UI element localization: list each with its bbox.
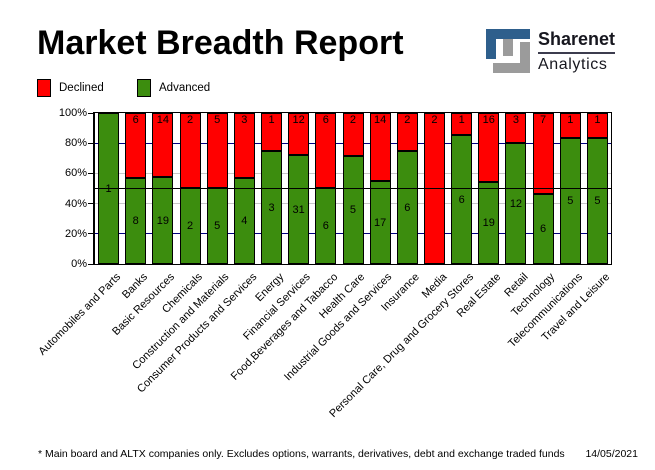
advanced-count-label: 3 [268, 201, 275, 214]
declined-count-label: 14 [374, 114, 387, 126]
bar-segment-declined [369, 113, 391, 181]
bar-segment-declined [315, 113, 337, 188]
legend-item-advanced: Advanced [137, 79, 210, 97]
declined-count-label: 1 [458, 114, 465, 126]
advanced-count-label: 6 [322, 220, 329, 232]
y-tick-mark [88, 142, 93, 144]
declined-count-label: 7 [540, 114, 547, 126]
advanced-count-label: 6 [540, 223, 547, 235]
y-tick-label: 60% [64, 167, 87, 180]
page-title: Market Breadth Report [37, 24, 404, 62]
declined-count-label: 1 [567, 114, 574, 126]
bar-segment-advanced [233, 178, 255, 264]
legend-label-declined: Declined [59, 82, 104, 94]
bar-segment-advanced [586, 138, 608, 264]
y-tick-label: 40% [64, 197, 87, 210]
y-tick-label: 20% [64, 227, 87, 240]
bar-segment-advanced [342, 156, 364, 264]
y-tick-label: 80% [64, 137, 87, 150]
plot-area: 1 8 6 19 14 2 2 5 5 4 3 3 1 31 12 6 6 5 2 17 14 6 2 2 6 1 19 16 12 3 6… [93, 112, 612, 265]
bar-segment-declined [125, 113, 147, 178]
bar-segment-declined [206, 113, 228, 188]
bar-segment-advanced [152, 177, 174, 264]
declined-count-label: 2 [431, 114, 438, 126]
y-tick-mark [88, 172, 93, 174]
advanced-count-label: 17 [374, 216, 387, 229]
declined-count-label: 1 [268, 114, 275, 126]
bar-segment-advanced [261, 151, 283, 264]
bar-segment-declined [586, 113, 608, 138]
bar-segment-declined [261, 113, 283, 151]
bar-segment-declined [478, 113, 500, 182]
declined-count-label: 16 [482, 114, 495, 126]
legend-item-declined: Declined [37, 79, 104, 97]
bar-segment-advanced [288, 155, 310, 264]
y-tick-mark [88, 112, 93, 114]
report-date: 14/05/2021 [585, 448, 638, 460]
declined-count-label: 6 [132, 114, 139, 126]
declined-count-label: 2 [186, 114, 194, 126]
advanced-count-label: 2 [186, 220, 194, 232]
declined-count-label: 2 [349, 114, 357, 126]
bar-segment-declined [288, 113, 310, 155]
advanced-count-label: 6 [404, 201, 411, 214]
bar-segment-declined [559, 113, 581, 138]
bar-segment-advanced [505, 143, 527, 264]
logo-tagline: Analytics [538, 56, 608, 73]
bar-segment-declined [451, 113, 473, 135]
bar-segment-advanced [559, 138, 581, 264]
bar-segment-advanced [532, 194, 554, 264]
logo-text: Sharenet Analytics [538, 29, 616, 74]
advanced-count-label: 8 [132, 215, 139, 227]
declined-count-label: 1 [594, 114, 601, 126]
advanced-count-label: 12 [509, 197, 523, 210]
fifty-percent-line [95, 188, 611, 189]
bar-segment-declined [396, 113, 418, 151]
y-tick-mark [88, 203, 93, 205]
advanced-count-label: 5 [594, 195, 601, 207]
y-tick-label: 100% [58, 107, 87, 119]
sharenet-logo: Sharenet Analytics [486, 29, 616, 74]
declined-count-label: 5 [214, 114, 221, 126]
bar-segment-declined [152, 113, 174, 177]
legend-label-advanced: Advanced [159, 82, 211, 94]
bar-segment-advanced [125, 178, 147, 264]
bar-segment-declined [342, 113, 364, 156]
category-label: Automobiles and Parts [36, 271, 124, 358]
advanced-count-label: 31 [292, 203, 305, 216]
advanced-count-label: 1 [105, 182, 112, 195]
y-tick-mark [88, 263, 93, 265]
advanced-count-label: 4 [241, 215, 248, 227]
bar-segment-declined [179, 113, 201, 188]
advanced-swatch [137, 79, 151, 97]
declined-swatch [37, 79, 51, 97]
declined-count-label: 2 [404, 114, 411, 126]
declined-count-label: 14 [156, 114, 170, 126]
declined-count-label: 12 [292, 114, 305, 126]
advanced-count-label: 5 [567, 195, 574, 207]
logo-name: Sharenet [538, 29, 616, 54]
bar-segment-advanced [396, 151, 418, 264]
declined-count-label: 3 [512, 114, 519, 126]
bar-segment-advanced [369, 181, 391, 264]
advanced-count-label: 19 [156, 214, 170, 227]
advanced-count-label: 5 [214, 220, 221, 232]
bar-segment-declined [532, 113, 554, 194]
advanced-count-label: 19 [482, 217, 495, 229]
y-tick-label: 0% [71, 258, 87, 270]
bar-segment-advanced [478, 182, 500, 264]
footnote: * Main board and ALTX companies only. Ex… [38, 448, 565, 460]
advanced-count-label: 5 [349, 204, 357, 216]
declined-count-label: 3 [241, 114, 248, 126]
declined-count-label: 6 [322, 114, 329, 126]
advanced-count-label: 6 [458, 193, 465, 206]
bar-segment-advanced [451, 135, 473, 264]
bar-segment-declined [233, 113, 255, 178]
y-tick-mark [88, 233, 93, 235]
bar-segment-declined [505, 113, 527, 143]
sharenet-logo-icon [486, 29, 530, 73]
